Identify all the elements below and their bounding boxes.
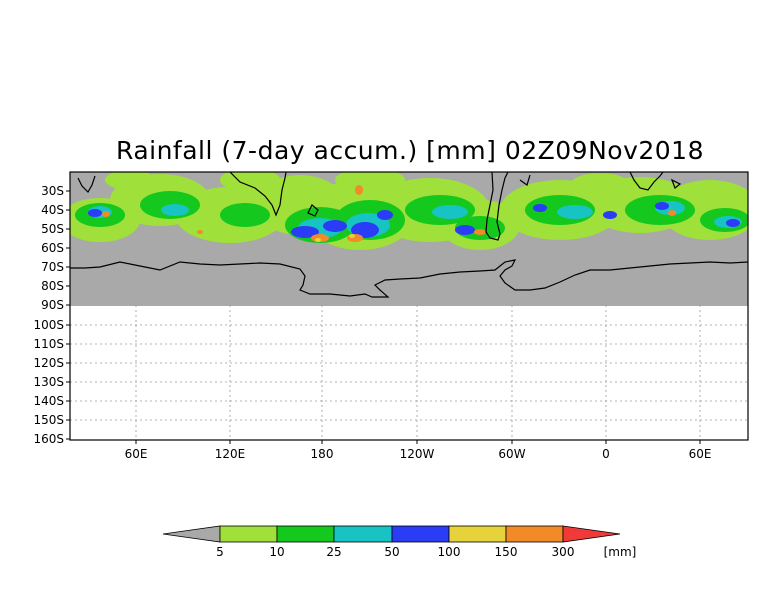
latitude-labels: 30S 40S 50S 60S 70S 80S 90S 100S 110S 12… xyxy=(33,184,64,446)
lat-label: 40S xyxy=(41,203,64,217)
colorbar-unit: [mm] xyxy=(604,545,637,559)
grid-lines xyxy=(70,305,748,440)
lon-label: 180 xyxy=(311,447,334,461)
lon-label: 60E xyxy=(125,447,148,461)
colorbar-bin xyxy=(391,525,450,543)
coastlines xyxy=(70,172,748,298)
lat-label: 120S xyxy=(33,356,64,370)
colorbar-tick: 5 xyxy=(216,545,224,559)
plot-frame xyxy=(69,171,749,441)
longitude-labels: 60E 120E 180 120W 60W 0 60E xyxy=(125,447,712,461)
lon-label: 120W xyxy=(400,447,435,461)
lat-label: 150S xyxy=(33,413,64,427)
lat-label: 110S xyxy=(33,337,64,351)
lon-label: 120E xyxy=(215,447,246,461)
colorbar-bin xyxy=(276,525,335,543)
colorbar-bin xyxy=(219,525,278,543)
colorbar-bin xyxy=(448,525,507,543)
rainfall-field xyxy=(70,172,748,250)
map-title: Rainfall (7-day accum.) [mm] 02Z09Nov201… xyxy=(116,136,704,165)
lat-label: 60S xyxy=(41,241,64,255)
colorbar-labels: 5 10 25 50 100 150 300 [mm] xyxy=(216,545,636,559)
colorbar-tick: 150 xyxy=(495,545,518,559)
colorbar-tick: 300 xyxy=(552,545,575,559)
lat-label: 70S xyxy=(41,260,64,274)
colorbar xyxy=(162,525,621,543)
colorbar-bin xyxy=(333,525,393,543)
lat-label: 130S xyxy=(33,375,64,389)
colorbar-tick: 25 xyxy=(326,545,341,559)
lat-label: 80S xyxy=(41,279,64,293)
colorbar-tick: 10 xyxy=(269,545,284,559)
lat-label: 160S xyxy=(33,432,64,446)
colorbar-bin xyxy=(505,525,564,543)
colorbar-tick: 100 xyxy=(438,545,461,559)
lon-label: 60E xyxy=(689,447,712,461)
lat-label: 50S xyxy=(41,222,64,236)
lat-label: 140S xyxy=(33,394,64,408)
lon-label: 0 xyxy=(602,447,610,461)
colorbar-below-triangle xyxy=(162,525,221,543)
colorbar-above-triangle xyxy=(562,525,621,543)
lat-label: 100S xyxy=(33,318,64,332)
lon-label: 60W xyxy=(498,447,525,461)
colorbar-tick: 50 xyxy=(384,545,399,559)
lat-label: 30S xyxy=(41,184,64,198)
tick-marks xyxy=(66,190,701,444)
lat-label: 90S xyxy=(41,298,64,312)
